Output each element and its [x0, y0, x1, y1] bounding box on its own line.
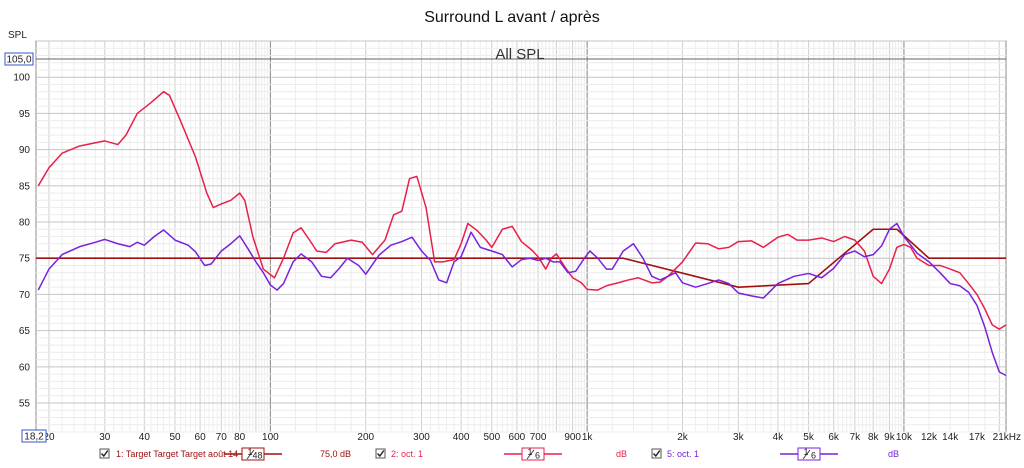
x-tick-label: 30: [99, 432, 111, 443]
y-axis-label: SPL: [8, 30, 27, 41]
legend-smoothing-num: 1: [247, 447, 252, 457]
x-tick-label: 4k: [773, 432, 785, 443]
x-tick-label: 7k: [850, 432, 862, 443]
y-tick-label: 90: [19, 145, 31, 156]
legend-value: 75,0 dB: [320, 449, 351, 459]
x-min-value: 18,2: [24, 432, 44, 443]
legend-label: 2: oct. 1: [391, 449, 423, 459]
checkmark-icon: [376, 450, 385, 458]
legend[interactable]: 1: Target Target Target août 14 18:1 48 75…: [99, 447, 899, 461]
series-layer: [36, 90, 1007, 377]
y-tick-label: 70: [19, 290, 31, 301]
legend-item-2[interactable]: 2: oct. 1 1 6 dB: [375, 447, 627, 461]
legend-smoothing-num: 1: [527, 447, 532, 457]
x-tick-label: 300: [413, 432, 430, 443]
x-tick-label: 12k: [921, 432, 938, 443]
y-max-value: 105,0: [6, 55, 31, 66]
legend-smoothing-den: 6: [811, 451, 816, 461]
legend-smoothing-box: [521, 447, 545, 461]
legend-smoothing-den: 6: [535, 451, 540, 461]
legend-label: 1: Target Target Target août 14 18:: [116, 449, 253, 459]
x-tick-label: 80: [234, 432, 246, 443]
x-tick-label: 400: [453, 432, 470, 443]
x-tick-label: 70: [216, 432, 228, 443]
y-tick-label: 100: [13, 73, 30, 84]
x-tick-label: 5k: [803, 432, 815, 443]
y-tick-label: 65: [19, 326, 31, 337]
y-tick-label: 60: [19, 362, 31, 373]
legend-checkbox[interactable]: [99, 448, 110, 459]
y-tick-label: 55: [19, 399, 31, 410]
x-tick-label: 6k: [828, 432, 840, 443]
legend-smoothing-slash: [526, 449, 535, 460]
graph-inner-title: All SPL: [495, 46, 544, 63]
x-tick-label: 2k: [677, 432, 689, 443]
y-tick-label: 75: [19, 254, 31, 265]
axis-limit-boxes[interactable]: 105,0 18,2: [4, 52, 47, 443]
x-tick-label: 200: [357, 432, 374, 443]
legend-value: dB: [616, 449, 627, 459]
x-tick-label: 40: [139, 432, 151, 443]
x-tick-label: 10k: [896, 432, 913, 443]
grid: [36, 40, 1006, 433]
x-unit-label: 21kHz: [993, 432, 1021, 443]
x-tick-label: 20: [43, 432, 55, 443]
x-tick-label: 700: [530, 432, 547, 443]
chart-title: Surround L avant / après: [424, 9, 600, 26]
legend-label: 5: oct. 1: [667, 449, 699, 459]
y-tick-label: 85: [19, 181, 31, 192]
legend-checkbox[interactable]: [375, 448, 386, 459]
x-tick-label: 900: [564, 432, 581, 443]
legend-item-3[interactable]: 5: oct. 1 1 6 dB: [651, 447, 899, 461]
legend-smoothing-num: 1: [803, 447, 808, 457]
legend-value: dB: [888, 449, 899, 459]
checkmark-icon: [652, 450, 661, 458]
legend-item-1[interactable]: 1: Target Target Target août 14 18:1 48 75…: [99, 447, 351, 461]
x-tick-label: 8k: [868, 432, 880, 443]
series-line-1: [36, 228, 1006, 288]
legend-checkbox[interactable]: [651, 448, 662, 459]
x-tick-labels: 20 30 40 50 60 70 80 100 200 300 400 500 600 700 900 1k…: [43, 432, 1021, 443]
x-min-box: [21, 429, 47, 443]
x-tick-label: 1k: [582, 432, 594, 443]
x-tick-label: 600: [509, 432, 526, 443]
y-tick-label: 95: [19, 109, 31, 120]
legend-smoothing-box: [797, 447, 821, 461]
y-tick-labels: 55 60 65 70 75 80 85 90 95 100: [13, 73, 30, 410]
x-tick-label: 100: [262, 432, 279, 443]
legend-smoothing-slash: [246, 449, 255, 460]
x-tick-label: 14k: [942, 432, 959, 443]
x-tick-label: 3k: [733, 432, 745, 443]
series-line-2: [37, 90, 1007, 330]
x-tick-label: 50: [169, 432, 181, 443]
x-tick-label: 60: [195, 432, 207, 443]
y-max-box: [4, 52, 34, 66]
x-tick-label: 9k: [884, 432, 896, 443]
series-line-3: [37, 222, 1007, 377]
legend-smoothing-slash: [802, 449, 811, 460]
x-tick-label: 17k: [969, 432, 986, 443]
x-tick-label: 500: [483, 432, 500, 443]
legend-smoothing-box: [241, 447, 265, 461]
legend-smoothing-den: 48: [252, 451, 262, 461]
y-tick-label: 80: [19, 218, 31, 229]
checkmark-icon: [100, 450, 109, 458]
